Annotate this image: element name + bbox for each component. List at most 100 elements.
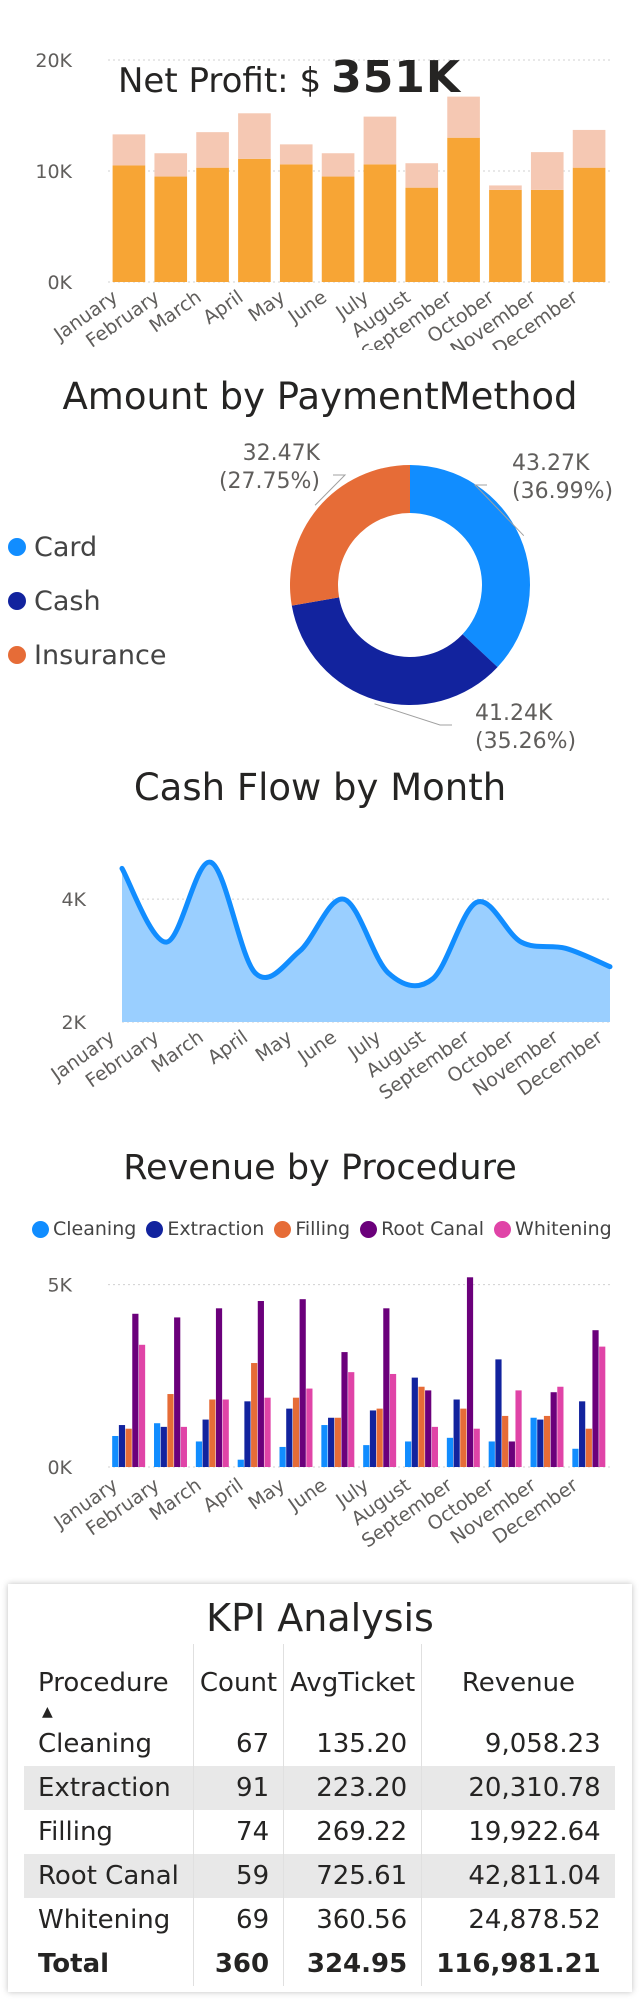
kpi-cell-avgticket: 135.20 bbox=[283, 1722, 422, 1766]
kpi-header-revenue[interactable]: Revenue bbox=[421, 1644, 615, 1722]
bar bbox=[557, 1386, 564, 1467]
bar bbox=[495, 1359, 502, 1467]
legend-item-whitening[interactable]: Whitening bbox=[494, 1218, 612, 1240]
legend-item-filling[interactable]: Filling bbox=[274, 1218, 350, 1240]
bar bbox=[530, 1417, 537, 1467]
bar bbox=[431, 1426, 438, 1467]
monthly-bar-chart-svg: 0K10K20KJanuaryFebruaryMarchAprilMayJune… bbox=[35, 50, 610, 364]
donut-value-label: 43.27K bbox=[512, 451, 590, 476]
kpi-cell-procedure: Filling bbox=[38, 1817, 113, 1847]
bar bbox=[446, 1437, 454, 1467]
table-row[interactable]: Cleaning 67 135.20 9,058.23 bbox=[24, 1722, 615, 1766]
bar-segment bbox=[112, 165, 146, 282]
kpi-table: Procedure ▲ Count AvgTicket Revenue Clean… bbox=[24, 1644, 615, 1986]
bar bbox=[585, 1428, 592, 1467]
bar-segment bbox=[447, 137, 480, 282]
y-tick-label: 0K bbox=[47, 272, 72, 294]
bar bbox=[154, 1423, 161, 1467]
kpi-cell-avgticket: 223.20 bbox=[283, 1766, 422, 1810]
kpi-cell-count: 69 bbox=[192, 1898, 284, 1942]
bar bbox=[405, 1441, 412, 1467]
bar bbox=[369, 1410, 377, 1467]
donut-percent-label: (36.99%) bbox=[512, 479, 613, 504]
x-tick-label: April bbox=[204, 1026, 252, 1069]
procedure-legend: Cleaning Extraction Filling Root Canal W… bbox=[32, 1218, 612, 1240]
bar bbox=[195, 1441, 203, 1467]
y-tick-label: 2K bbox=[61, 1012, 86, 1034]
area-fill bbox=[122, 862, 610, 1022]
bar bbox=[389, 1373, 397, 1467]
bar bbox=[488, 1441, 495, 1467]
bar-segment bbox=[363, 164, 397, 282]
net-profit-card: Net Profit: $351K bbox=[118, 52, 461, 103]
x-tick-label: April bbox=[199, 286, 247, 329]
donut-leader-line bbox=[374, 703, 452, 726]
bar bbox=[160, 1426, 167, 1467]
bar-segment bbox=[489, 189, 522, 282]
bar bbox=[460, 1408, 467, 1467]
bar bbox=[579, 1401, 586, 1467]
bar bbox=[599, 1346, 606, 1467]
bar-segment bbox=[321, 176, 355, 282]
bar bbox=[138, 1344, 146, 1467]
legend-item-root-canal[interactable]: Root Canal bbox=[360, 1218, 484, 1240]
legend-dot-card bbox=[8, 538, 26, 556]
donut-leader-line bbox=[473, 484, 525, 537]
kpi-cell-revenue: 20,310.78 bbox=[421, 1766, 615, 1810]
donut-slice bbox=[291, 597, 498, 705]
kpi-cell-procedure: Root Canal bbox=[24, 1854, 194, 1898]
bar bbox=[425, 1390, 432, 1467]
bar-segment bbox=[405, 163, 439, 188]
legend-item-cleaning[interactable]: Cleaning bbox=[32, 1218, 136, 1240]
x-tick-label: May bbox=[252, 1026, 297, 1067]
table-total-row: Total 360 324.95 116,981.21 bbox=[24, 1942, 615, 1986]
bar-segment bbox=[489, 185, 522, 190]
legend-item-card[interactable]: Card bbox=[8, 520, 166, 574]
bar bbox=[321, 1425, 328, 1467]
bar bbox=[515, 1390, 522, 1467]
kpi-card: KPI Analysis Procedure ▲ Count AvgTicket … bbox=[8, 1584, 632, 1992]
bar bbox=[341, 1352, 348, 1467]
bar-segment bbox=[572, 129, 606, 168]
bar bbox=[328, 1417, 335, 1467]
table-row[interactable]: Root Canal 59 725.61 42,811.04 bbox=[24, 1854, 615, 1898]
kpi-header-avgticket[interactable]: AvgTicket bbox=[283, 1644, 422, 1722]
payment-legend: Card Cash Insurance bbox=[8, 520, 166, 682]
bar-segment bbox=[238, 158, 271, 282]
bar bbox=[132, 1313, 139, 1467]
y-tick-label: 5K bbox=[47, 1275, 72, 1297]
legend-item-insurance[interactable]: Insurance bbox=[8, 628, 166, 682]
kpi-cell-avgticket: 269.22 bbox=[283, 1810, 422, 1854]
table-row[interactable]: Filling 74 269.22 19,922.64 bbox=[24, 1810, 615, 1854]
kpi-cell-procedure: Whitening bbox=[38, 1905, 171, 1935]
table-row[interactable]: Extraction 91 223.20 20,310.78 bbox=[24, 1766, 615, 1810]
kpi-header-count[interactable]: Count bbox=[192, 1644, 284, 1722]
legend-dot-filling bbox=[274, 1220, 292, 1238]
legend-dot-extraction bbox=[146, 1220, 164, 1238]
bar bbox=[508, 1441, 515, 1467]
legend-label-card: Card bbox=[34, 531, 98, 563]
donut-slice bbox=[410, 465, 530, 668]
legend-item-extraction[interactable]: Extraction bbox=[146, 1218, 264, 1240]
bar bbox=[257, 1301, 264, 1467]
table-row[interactable]: Whitening 69 360.56 24,878.52 bbox=[24, 1898, 615, 1942]
area-line bbox=[119, 859, 613, 989]
bar bbox=[348, 1372, 355, 1467]
donut-leader-line bbox=[314, 474, 347, 506]
y-tick-label: 4K bbox=[61, 889, 86, 911]
bar bbox=[279, 1446, 286, 1467]
x-tick-label: May bbox=[244, 286, 289, 327]
bar bbox=[473, 1428, 480, 1467]
x-tick-label: March bbox=[148, 1026, 208, 1077]
bar bbox=[222, 1399, 229, 1467]
legend-item-cash[interactable]: Cash bbox=[8, 574, 166, 628]
legend-label-extraction: Extraction bbox=[167, 1218, 265, 1240]
kpi-cell-count: 67 bbox=[192, 1722, 284, 1766]
bar bbox=[125, 1428, 132, 1467]
kpi-header-procedure[interactable]: Procedure ▲ bbox=[24, 1644, 193, 1722]
y-tick-label: 0K bbox=[47, 1457, 72, 1479]
bar-segment bbox=[572, 167, 606, 282]
bar bbox=[383, 1308, 390, 1467]
legend-dot-insurance bbox=[8, 646, 26, 664]
bar bbox=[466, 1277, 474, 1467]
